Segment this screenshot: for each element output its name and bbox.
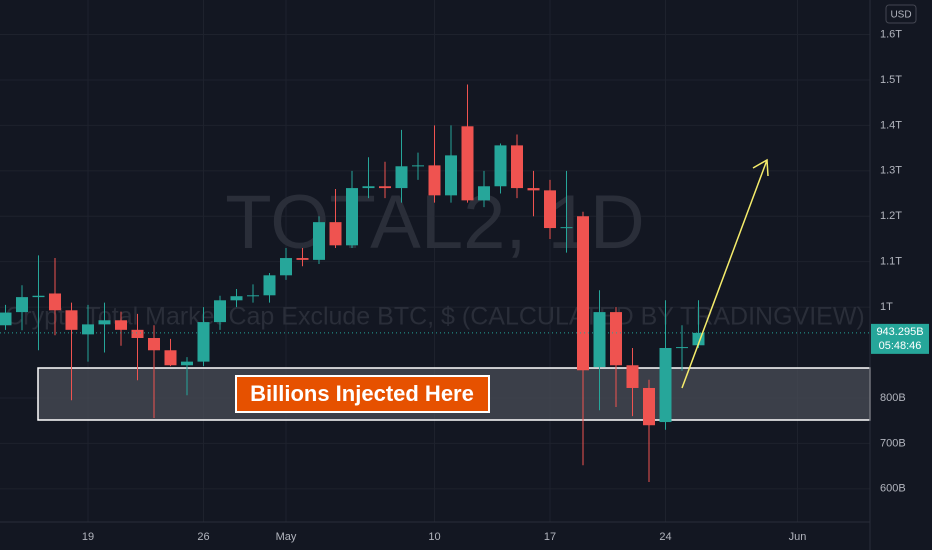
candle-body bbox=[296, 258, 309, 260]
candle-body bbox=[478, 186, 490, 201]
price-label-box bbox=[871, 323, 929, 354]
candle-body bbox=[230, 296, 243, 301]
y-tick-label: 1.5T bbox=[880, 74, 902, 86]
x-tick-label: 26 bbox=[197, 531, 209, 543]
candle-body bbox=[610, 312, 622, 366]
countdown: 05:48:46 bbox=[879, 340, 922, 352]
candle-body bbox=[313, 222, 325, 260]
candle-body bbox=[115, 320, 127, 330]
candle-body bbox=[395, 166, 408, 189]
candle-body bbox=[280, 258, 292, 276]
candle-body bbox=[49, 293, 61, 311]
candle-body bbox=[494, 145, 507, 187]
candle-body bbox=[82, 324, 94, 335]
candle-body bbox=[16, 297, 28, 313]
candle-body bbox=[346, 188, 358, 246]
candle-body bbox=[511, 145, 523, 189]
x-tick-label: 17 bbox=[544, 531, 556, 543]
candle-body bbox=[329, 222, 342, 246]
candle-body bbox=[263, 275, 276, 296]
candle-body bbox=[577, 216, 589, 371]
candle-body bbox=[197, 322, 210, 362]
candle-body bbox=[32, 295, 45, 298]
arrow-head bbox=[752, 158, 769, 177]
x-tick-label: Jun bbox=[789, 531, 807, 543]
y-tick-label: 1.1T bbox=[880, 256, 902, 268]
y-tick-label: 1.4T bbox=[880, 119, 902, 131]
arrow bbox=[681, 159, 768, 389]
x-tick-label: 10 bbox=[428, 531, 440, 543]
candle-body bbox=[560, 227, 573, 229]
annotation-box bbox=[235, 375, 490, 413]
candle-body bbox=[445, 155, 457, 196]
watermark-subtitle: Crypto Total Market Cap Exclude BTC, $ (… bbox=[5, 303, 865, 331]
candle-body bbox=[148, 338, 160, 351]
candle-body bbox=[659, 348, 672, 423]
currency-box bbox=[885, 4, 917, 24]
candle-body bbox=[412, 165, 424, 167]
x-tick-label: May bbox=[276, 531, 297, 543]
candle-body bbox=[0, 312, 12, 326]
axes: 600B 700B 800B 1T 1.1T 1.2T 1.3T 1.4T 1.5T 1.6T 19… bbox=[82, 28, 929, 543]
candle-body bbox=[676, 347, 688, 349]
candle-body bbox=[643, 387, 655, 426]
annotation: Billions Injected Here bbox=[250, 381, 474, 406]
candle-body bbox=[593, 312, 606, 368]
price-label: 943.295B bbox=[876, 326, 923, 338]
x-tick-label: 19 bbox=[82, 531, 94, 543]
y-tick-label: 1.6T bbox=[880, 28, 902, 40]
candle-body bbox=[362, 186, 375, 189]
x-tick-label: 24 bbox=[659, 531, 671, 543]
candle-body bbox=[214, 300, 226, 323]
candle-body bbox=[626, 365, 639, 388]
candle-body bbox=[428, 165, 441, 196]
y-tick-label: 1T bbox=[880, 301, 893, 313]
y-tick-label: 700B bbox=[880, 437, 906, 449]
y-tick-label: 1.3T bbox=[880, 165, 902, 177]
y-tick-label: 1.2T bbox=[880, 210, 902, 222]
candle-body bbox=[461, 126, 474, 201]
y-tick-label: 800B bbox=[880, 392, 906, 404]
candle-body bbox=[98, 320, 111, 325]
candle-body bbox=[164, 350, 177, 366]
candle-body bbox=[247, 295, 259, 297]
currency: USD bbox=[890, 10, 911, 21]
candle-body bbox=[544, 190, 556, 229]
candles bbox=[0, 84, 870, 483]
candle-body bbox=[527, 188, 540, 191]
candle-body bbox=[181, 361, 193, 366]
candle-body bbox=[65, 310, 78, 330]
candle-body bbox=[379, 186, 391, 189]
y-tick-label: 600B bbox=[880, 483, 906, 495]
candle-body bbox=[131, 329, 144, 339]
